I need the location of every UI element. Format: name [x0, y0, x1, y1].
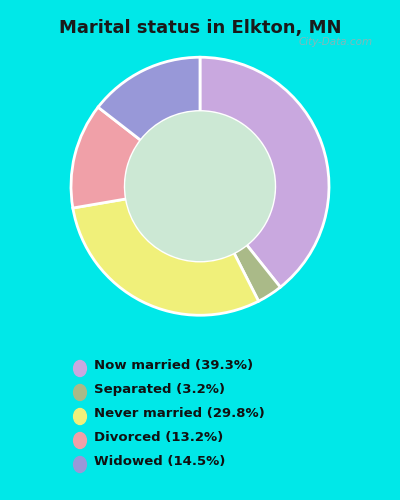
Text: Marital status in Elkton, MN: Marital status in Elkton, MN	[59, 19, 341, 37]
Wedge shape	[73, 199, 258, 315]
Wedge shape	[71, 107, 141, 208]
Text: Widowed (14.5%): Widowed (14.5%)	[94, 456, 225, 468]
Wedge shape	[234, 245, 280, 301]
Circle shape	[125, 112, 275, 261]
Text: City-Data.com: City-Data.com	[299, 36, 373, 46]
Text: Divorced (13.2%): Divorced (13.2%)	[94, 432, 223, 444]
Text: Now married (39.3%): Now married (39.3%)	[94, 360, 253, 372]
Text: Separated (3.2%): Separated (3.2%)	[94, 384, 225, 396]
Wedge shape	[98, 57, 200, 140]
Wedge shape	[200, 57, 329, 287]
Text: Never married (29.8%): Never married (29.8%)	[94, 408, 265, 420]
